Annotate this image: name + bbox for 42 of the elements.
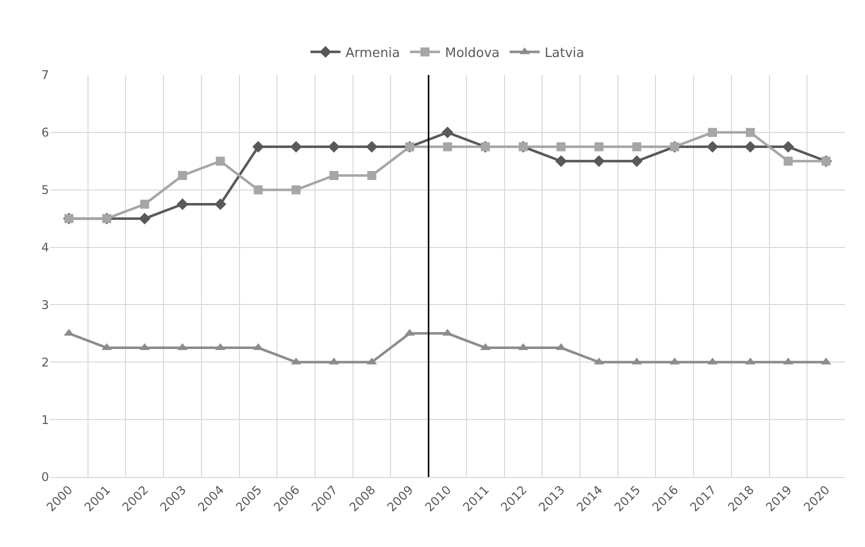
- y-tick-label: 0: [41, 470, 49, 484]
- point: [744, 140, 756, 153]
- point: [254, 185, 263, 194]
- point: [632, 142, 642, 152]
- point: [706, 140, 718, 153]
- point: [102, 343, 112, 350]
- point: [782, 140, 794, 153]
- point: [443, 142, 452, 152]
- legend-label: Armenia: [346, 46, 400, 61]
- point: [784, 156, 793, 166]
- point: [290, 140, 302, 153]
- y-tick-label: 5: [41, 183, 49, 198]
- point: [214, 198, 226, 210]
- point: [746, 128, 755, 137]
- legend-label: Moldova: [445, 46, 500, 61]
- y-tick-label: 6: [41, 126, 49, 140]
- point: [518, 343, 528, 350]
- point: [140, 200, 150, 209]
- y-tick-label: 7: [41, 68, 49, 82]
- point: [556, 142, 566, 152]
- point: [708, 128, 717, 137]
- point: [292, 185, 301, 194]
- point: [138, 212, 150, 224]
- point: [252, 140, 264, 153]
- legend-label: Latvia: [544, 46, 584, 61]
- point: [555, 155, 567, 167]
- point: [178, 171, 187, 180]
- y-tick-label: 4: [41, 240, 49, 254]
- y-tick-label: 1: [41, 412, 49, 427]
- point: [593, 155, 605, 167]
- point: [366, 140, 378, 153]
- y-tick-label: 3: [41, 298, 49, 312]
- point: [442, 126, 454, 138]
- point: [367, 171, 376, 180]
- point: [176, 198, 188, 210]
- point: [216, 156, 225, 166]
- y-tick-label: 2: [41, 355, 49, 370]
- point: [594, 142, 604, 152]
- point: [630, 155, 643, 167]
- point: [329, 171, 338, 180]
- point: [253, 343, 264, 350]
- point: [328, 140, 340, 153]
